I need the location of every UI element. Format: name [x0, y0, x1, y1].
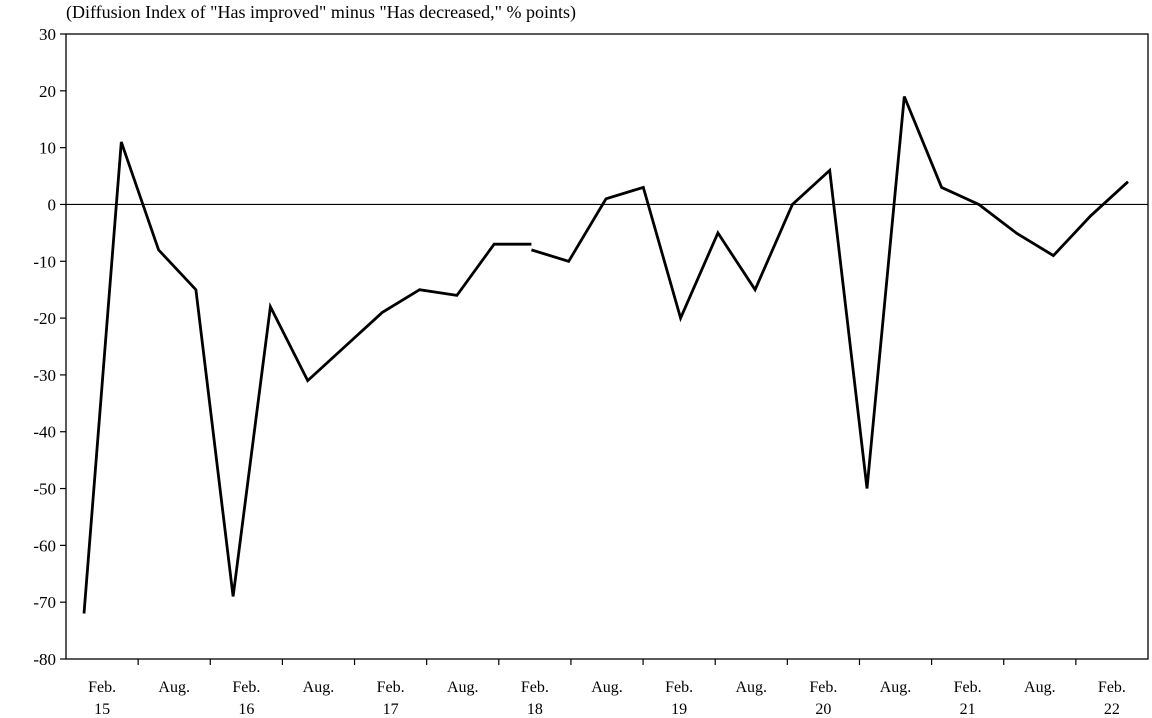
y-tick-label: -10 — [33, 252, 56, 271]
y-tick-label: -40 — [33, 423, 56, 442]
y-tick-label: -80 — [33, 650, 56, 669]
x-tick-label-month: Feb. — [232, 679, 260, 696]
x-tick-label-month: Aug. — [158, 679, 190, 696]
y-tick-label: 10 — [39, 139, 56, 158]
x-tick-label-year: 16 — [238, 701, 254, 718]
x-tick-label-year: 20 — [815, 701, 831, 718]
series-line — [82, 141, 532, 614]
x-tick-label-year: 19 — [671, 701, 687, 718]
x-tick-label-year: 15 — [94, 701, 110, 718]
x-tick-label-month: Aug. — [303, 679, 335, 696]
x-tick-label-month: Aug. — [735, 679, 767, 696]
y-tick-label: 0 — [48, 195, 57, 214]
x-tick-label-year: 22 — [1104, 701, 1120, 718]
x-tick-label-month: Feb. — [954, 679, 982, 696]
x-tick-label-year: 21 — [960, 701, 976, 718]
x-tick-label-year: 18 — [527, 701, 543, 718]
x-tick-label-month: Aug. — [447, 679, 479, 696]
y-tick-label: -60 — [33, 536, 56, 555]
x-tick-label-month: Aug. — [880, 679, 912, 696]
x-tick-label-month: Feb. — [521, 679, 549, 696]
y-tick-label: -50 — [33, 480, 56, 499]
x-tick-label-month: Feb. — [1098, 679, 1126, 696]
series-line — [530, 95, 1129, 489]
plot-area-frame — [65, 33, 1149, 660]
y-tick-label: 20 — [39, 82, 56, 101]
x-tick-label-month: Aug. — [591, 679, 623, 696]
y-tick-label: 30 — [39, 25, 56, 44]
y-tick-label: -20 — [33, 309, 56, 328]
x-tick-label-month: Aug. — [1024, 679, 1056, 696]
x-tick-label-month: Feb. — [88, 679, 116, 696]
y-tick-label: -70 — [33, 593, 56, 612]
x-tick-label-month: Feb. — [809, 679, 837, 696]
x-tick-label-month: Feb. — [377, 679, 405, 696]
y-tick-label: -30 — [33, 366, 56, 385]
x-tick-label-year: 17 — [383, 701, 399, 718]
x-tick-label-month: Feb. — [665, 679, 693, 696]
chart-title: (Diffusion Index of "Has improved" minus… — [66, 2, 576, 22]
